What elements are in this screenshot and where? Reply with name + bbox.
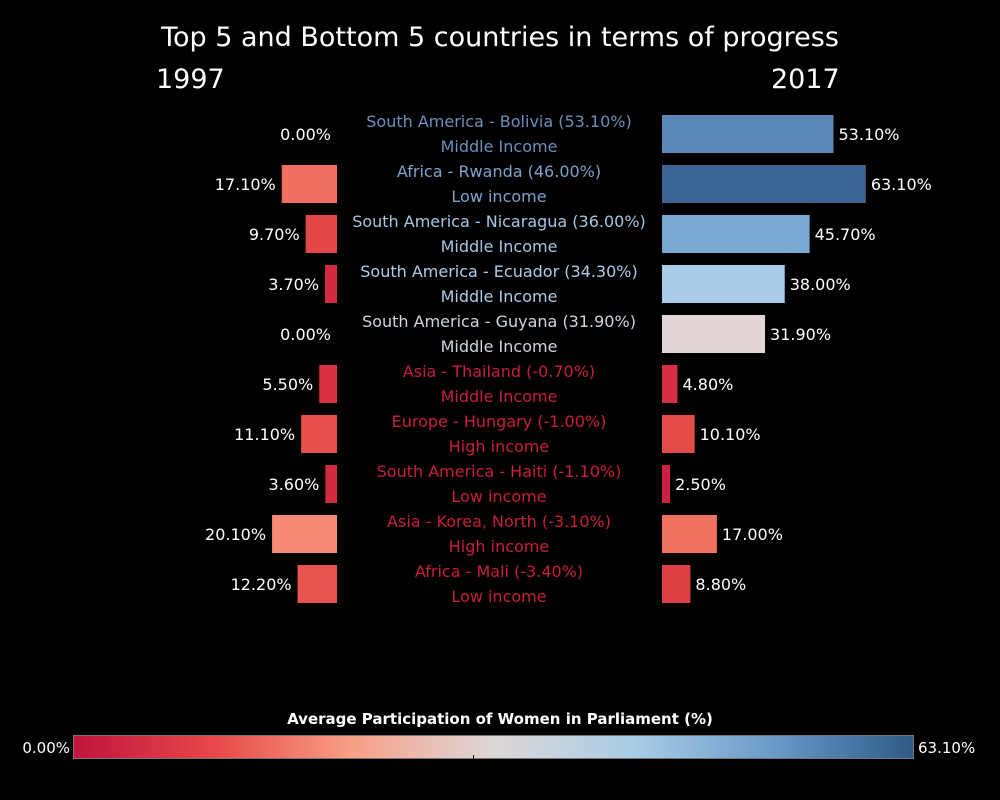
butterfly-chart: 0.00% 53.10% South America - Bolivia (53.1… (205, 112, 932, 606)
bar-2017 (662, 165, 866, 203)
value-label-1997: 0.00% (280, 125, 331, 144)
bar-1997 (272, 515, 337, 553)
country-label: Asia - Korea, North (-3.10%) (387, 512, 611, 531)
income-label: Low income (451, 187, 546, 206)
bar-2017 (662, 565, 691, 603)
value-label-2017: 38.00% (790, 275, 851, 294)
country-label: Africa - Mali (-3.40%) (415, 562, 583, 581)
value-label-2017: 8.80% (695, 575, 746, 594)
chart-title: Top 5 and Bottom 5 countries in terms of… (161, 22, 839, 53)
bar-2017 (662, 465, 671, 503)
bar-2017 (662, 365, 678, 403)
income-label: Middle Income (441, 137, 558, 156)
value-label-2017: 63.10% (871, 175, 932, 194)
country-label: South America - Ecuador (34.30%) (360, 262, 637, 281)
year-1997-label: 1997 (156, 64, 225, 95)
value-label-1997: 9.70% (249, 225, 300, 244)
value-label-2017: 31.90% (770, 325, 831, 344)
value-label-2017: 4.80% (683, 375, 734, 394)
value-label-1997: 3.70% (268, 275, 319, 294)
color-legend-gradient (73, 735, 914, 759)
income-label: Middle Income (441, 337, 558, 356)
value-label-1997: 20.10% (205, 525, 266, 544)
value-label-2017: 53.10% (839, 125, 900, 144)
legend-min-label: 0.00% (22, 739, 70, 757)
year-2017-label: 2017 (771, 64, 840, 95)
value-label-1997: 12.20% (231, 575, 292, 594)
country-label: South America - Guyana (31.90%) (362, 312, 636, 331)
country-label: South America - Haiti (-1.10%) (377, 462, 622, 481)
bar-2017 (662, 515, 717, 553)
bar-1997 (319, 365, 337, 403)
bar-1997 (297, 565, 337, 603)
value-label-2017: 17.00% (722, 525, 783, 544)
legend-midpoint-tick (473, 755, 474, 760)
value-label-2017: 2.50% (675, 475, 726, 494)
bar-1997 (301, 415, 337, 453)
value-label-1997: 5.50% (262, 375, 313, 394)
bar-1997 (325, 265, 337, 303)
country-label: Asia - Thailand (-0.70%) (403, 362, 595, 381)
value-label-1997: 3.60% (269, 475, 320, 494)
legend-max-label: 63.10% (918, 739, 976, 757)
bar-2017 (662, 415, 695, 453)
value-label-1997: 0.00% (280, 325, 331, 344)
bar-2017 (662, 315, 766, 353)
value-label-1997: 17.10% (215, 175, 276, 194)
value-label-2017: 45.70% (815, 225, 876, 244)
bar-2017 (662, 265, 785, 303)
country-label: Africa - Rwanda (46.00%) (397, 162, 601, 181)
bar-1997 (325, 465, 337, 503)
income-label: Middle Income (441, 387, 558, 406)
income-label: Low income (451, 587, 546, 606)
income-label: Low income (451, 487, 546, 506)
income-label: High income (449, 437, 549, 456)
value-label-1997: 11.10% (234, 425, 295, 444)
income-label: Middle Income (441, 237, 558, 256)
income-label: Middle Income (441, 287, 558, 306)
income-label: High income (449, 537, 549, 556)
bar-1997 (281, 165, 337, 203)
bar-1997 (305, 215, 337, 253)
bar-2017 (662, 215, 810, 253)
value-label-2017: 10.10% (700, 425, 761, 444)
country-label: Europe - Hungary (-1.00%) (392, 412, 607, 431)
country-label: South America - Nicaragua (36.00%) (352, 212, 646, 231)
country-label: South America - Bolivia (53.10%) (366, 112, 631, 131)
legend-title: Average Participation of Women in Parlia… (287, 710, 713, 728)
bar-2017 (662, 115, 834, 153)
